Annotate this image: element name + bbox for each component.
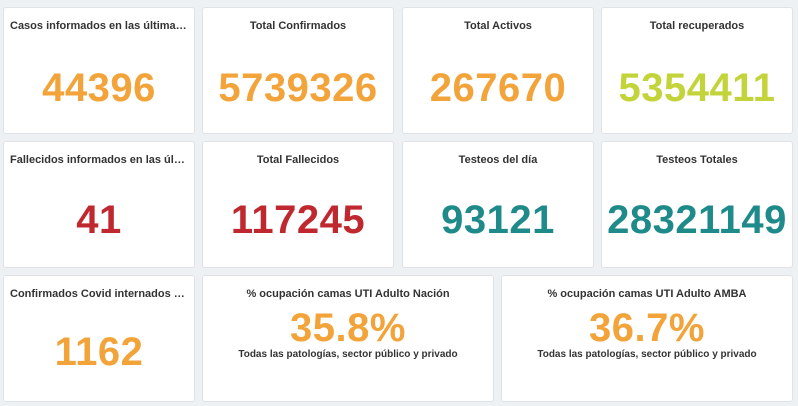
card-value: 5354411 bbox=[618, 66, 776, 110]
card-value: 36.7% bbox=[589, 306, 705, 350]
card-title: % ocupación camas UTI Adulto AMBA bbox=[547, 288, 747, 300]
card-testeos-totales: Testeos Totales 28321149 bbox=[601, 141, 793, 268]
card-value: 117245 bbox=[230, 198, 366, 242]
card-subtitle: Todas las patologías, sector público y p… bbox=[238, 349, 458, 360]
card-title: Total Fallecidos bbox=[256, 154, 340, 166]
card-value: 41 bbox=[76, 198, 122, 242]
card-title: Total Confirmados bbox=[249, 20, 347, 32]
card-casos-ultimas-24h: Casos informados en las últimas 2… 44396 bbox=[3, 7, 195, 134]
card-total-confirmados: Total Confirmados 5739326 bbox=[202, 7, 394, 134]
card-title: Total Activos bbox=[464, 20, 532, 32]
card-total-recuperados: Total recuperados 5354411 bbox=[601, 7, 793, 134]
card-subtitle: Todas las patologías, sector público y p… bbox=[537, 349, 757, 360]
card-fallecidos-ultimas-24h: Fallecidos informados en las últim… 41 bbox=[3, 141, 195, 268]
card-title: Fallecidos informados en las últim… bbox=[10, 154, 188, 166]
card-value: 44396 bbox=[42, 66, 156, 110]
card-total-activos: Total Activos 267670 bbox=[402, 7, 594, 134]
card-title: Casos informados en las últimas 2… bbox=[10, 20, 188, 32]
card-total-fallecidos: Total Fallecidos 117245 bbox=[202, 141, 394, 268]
card-value: 1162 bbox=[54, 330, 144, 374]
card-title: % ocupación camas UTI Adulto Nación bbox=[246, 288, 450, 300]
card-title: Total recuperados bbox=[649, 20, 745, 32]
card-testeos-del-dia: Testeos del día 93121 bbox=[402, 141, 594, 268]
card-value: 267670 bbox=[429, 66, 567, 110]
card-value: 28321149 bbox=[607, 198, 787, 242]
card-internados-uti: Confirmados Covid internados UTI 1162 bbox=[3, 275, 195, 402]
card-title: Testeos Totales bbox=[656, 154, 738, 166]
card-value: 5739326 bbox=[218, 66, 378, 110]
card-title: Testeos del día bbox=[458, 154, 538, 166]
card-value: 35.8% bbox=[290, 306, 406, 350]
card-value: 93121 bbox=[441, 198, 555, 242]
card-ocupacion-uti-nacion: % ocupación camas UTI Adulto Nación 35.8… bbox=[202, 275, 494, 402]
card-title: Confirmados Covid internados UTI bbox=[10, 288, 188, 300]
card-ocupacion-uti-amba: % ocupación camas UTI Adulto AMBA 36.7% … bbox=[501, 275, 793, 402]
